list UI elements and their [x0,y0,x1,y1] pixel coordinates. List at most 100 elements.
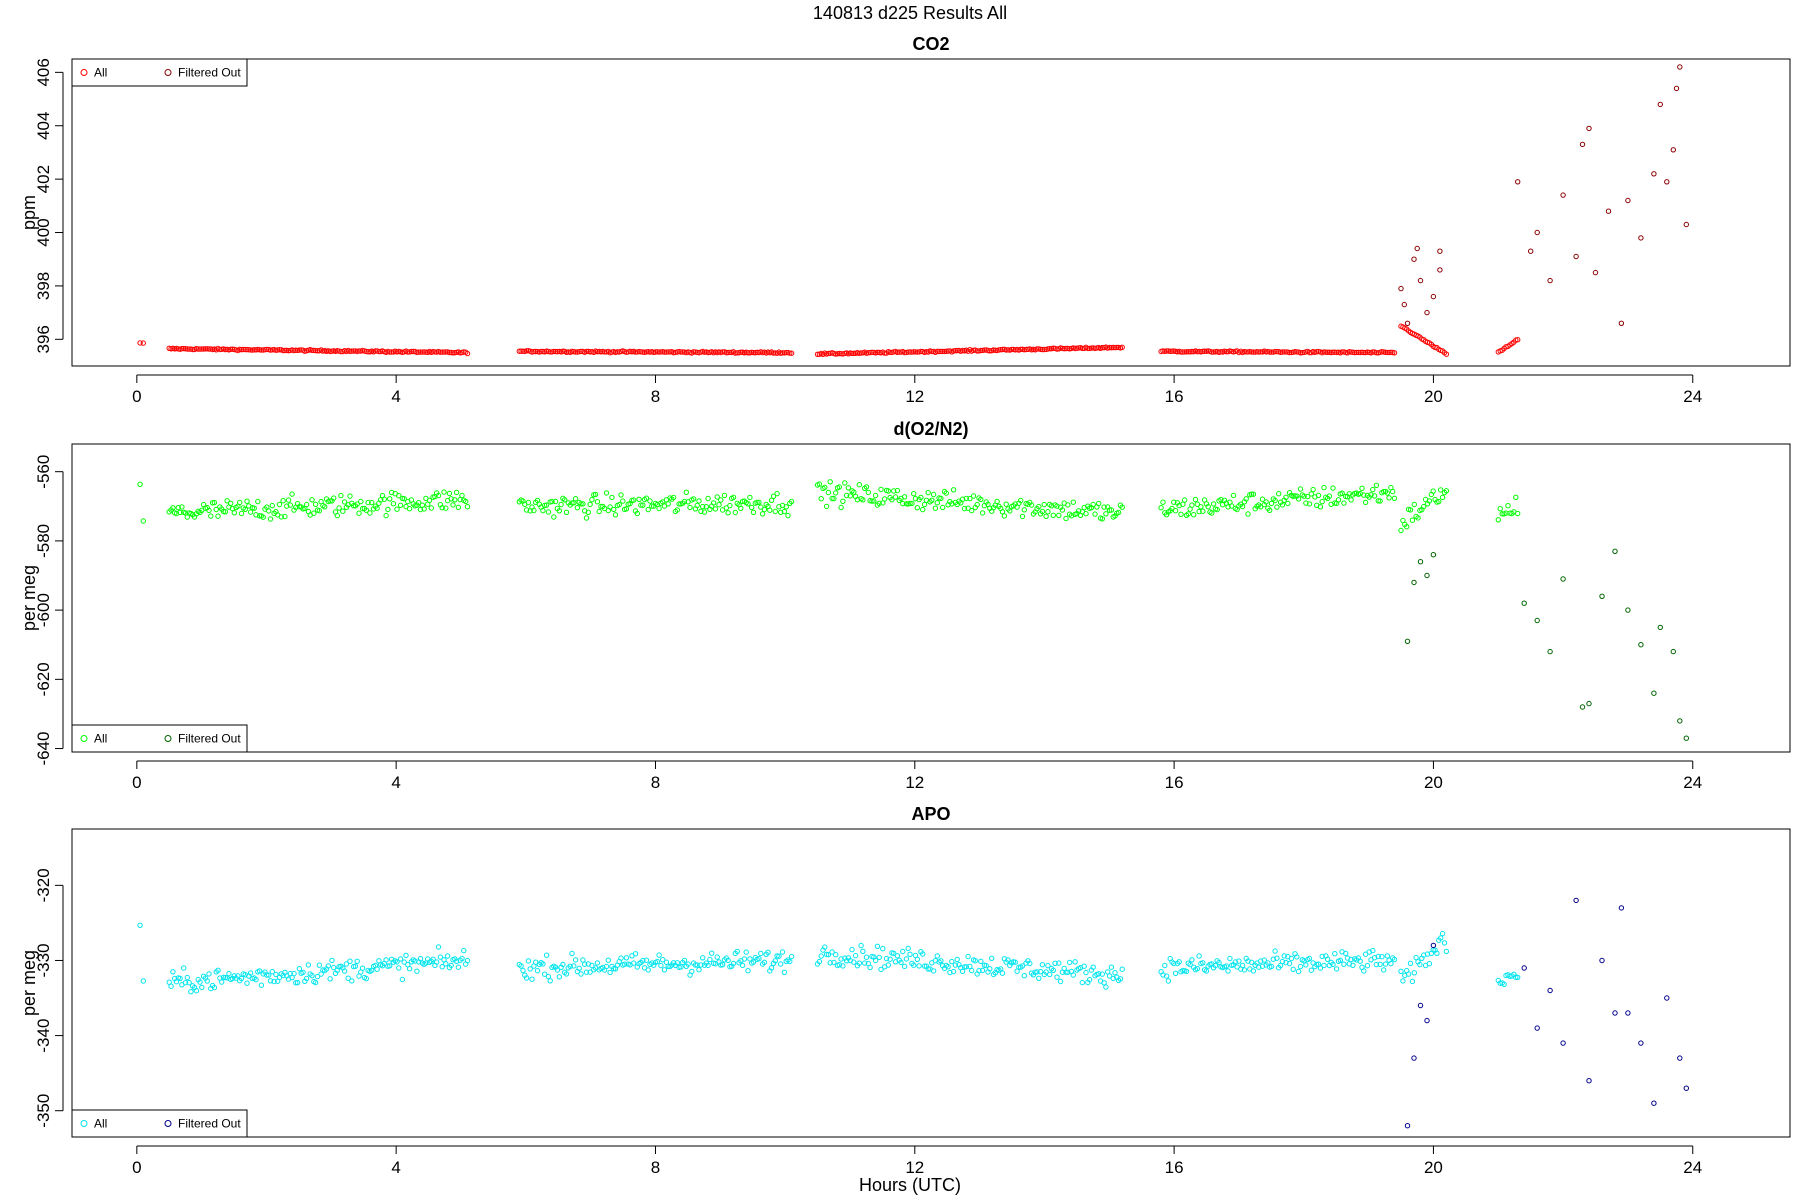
point-all [585,509,591,515]
point-all [397,956,404,962]
point-all [1274,955,1280,961]
point-all [1348,956,1354,963]
point-all [331,495,337,501]
point-all [1368,492,1374,498]
point-all [1241,967,1248,973]
point-all [725,957,731,964]
point-all [545,973,552,980]
point-all [1324,349,1331,355]
point-all [623,506,630,512]
point-all [578,501,584,507]
point-all [1315,492,1322,499]
point-all [665,501,671,507]
point-all [880,946,886,952]
point-all [761,959,768,965]
point-all [680,349,686,355]
point-filtered-out [1521,965,1527,971]
y-tick-label: -620 [34,662,53,696]
point-all [372,348,378,354]
point-all [450,502,456,508]
x-tick-label: 16 [1165,387,1184,406]
point-all [327,498,333,504]
point-all [1183,968,1190,975]
point-all [730,960,737,967]
point-all [343,961,350,967]
point-all [1198,504,1204,510]
point-all [911,491,917,497]
point-filtered-out [1534,617,1540,624]
point-all [300,969,306,976]
point-all [1248,491,1255,497]
point-all [1323,349,1329,355]
point-all [1294,954,1300,960]
point-all [665,349,671,355]
point-all [788,498,795,505]
point-all [1333,349,1340,356]
point-all [1515,974,1521,980]
point-all [710,500,717,506]
point-all [1377,498,1383,504]
point-all [741,956,748,962]
point-all [587,501,593,508]
point-all [441,489,447,495]
point-all [609,494,615,501]
x-tick-label: 12 [905,387,924,406]
point-all [961,505,968,512]
point-filtered-out [1534,1025,1540,1031]
point-all [527,966,533,972]
point-all [443,961,449,967]
point-all [1037,968,1044,975]
point-all [1110,344,1116,351]
point-all [865,489,871,496]
point-all [1018,497,1024,504]
point-all [1070,499,1077,505]
point-all [1119,966,1125,972]
point-all [1505,503,1511,509]
point-all [1021,507,1028,513]
point-all [612,512,619,518]
point-all [1370,349,1376,355]
point-all [872,492,879,499]
point-all [852,952,859,959]
point-all [765,949,771,955]
point-all [1169,348,1175,354]
point-all [426,497,433,503]
point-all [583,348,590,355]
point-all [397,502,404,508]
point-all [981,347,988,353]
point-all [1348,349,1354,355]
point-filtered-out [1599,957,1605,964]
point-all [211,499,218,506]
point-all [1036,503,1042,510]
point-all [170,969,176,975]
point-all [1187,961,1193,968]
legend-marker-filtered-out [164,735,172,742]
point-all [1276,491,1282,497]
point-all [1090,501,1096,508]
point-all [448,496,454,502]
point-all [253,512,259,518]
point-all [823,503,830,510]
point-all [1407,507,1414,513]
point-all [1317,965,1324,971]
point-all [1083,969,1089,976]
point-filtered-out [1625,1010,1631,1016]
point-all [226,970,232,977]
point-all [1216,959,1222,966]
point-filtered-out [1618,320,1625,326]
point-all [177,975,183,982]
point-all [213,506,219,513]
point-all [428,505,434,511]
point-all [1405,971,1412,977]
point-all [416,349,422,355]
point-all [406,966,413,972]
point-all [929,497,935,503]
point-filtered-out [1411,579,1417,586]
point-all [1434,950,1440,956]
point-all [1305,493,1311,500]
point-all [587,349,593,355]
point-all [632,951,639,957]
point-all [1162,962,1168,969]
point-all [618,955,624,961]
point-all [1297,963,1304,970]
